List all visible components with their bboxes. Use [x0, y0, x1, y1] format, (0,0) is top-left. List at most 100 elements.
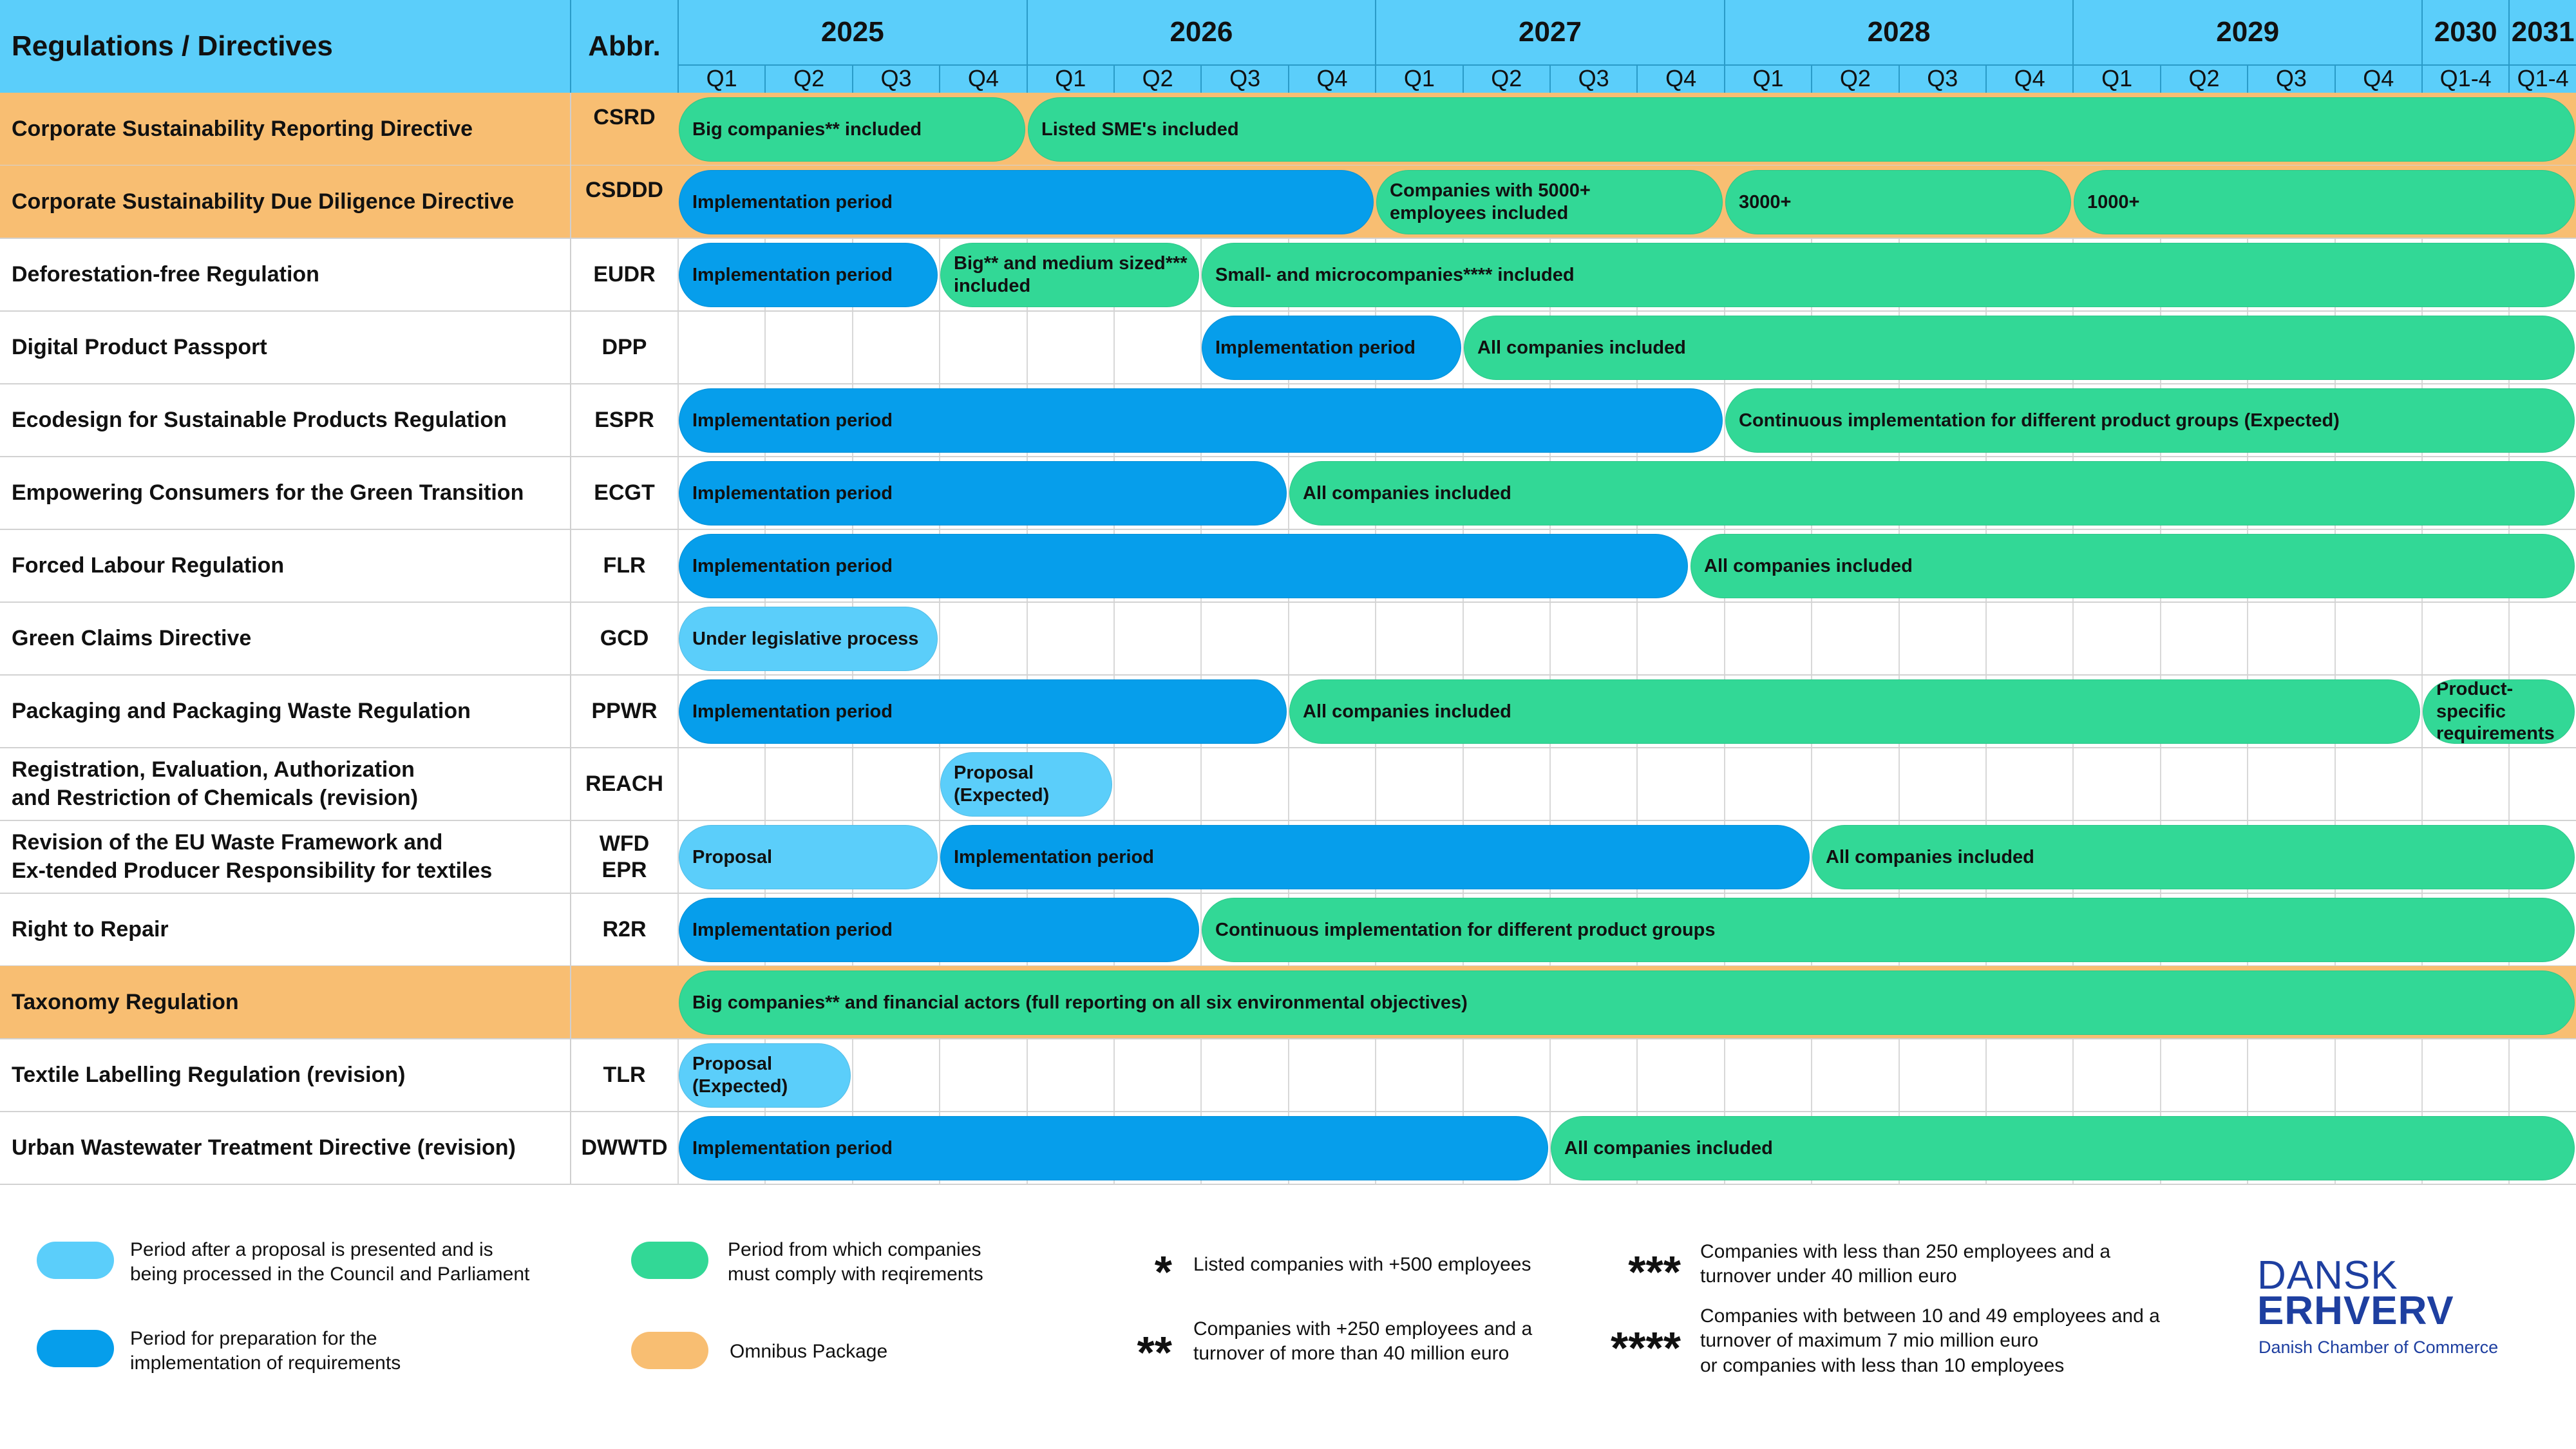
regulation-abbr: [570, 966, 677, 1039]
regulation-name: Textile Labelling Regulation (revision): [12, 1062, 406, 1087]
grid-line: [1200, 93, 1202, 1184]
bar-implementation: Implementation period: [679, 170, 1374, 234]
legend-swatch-proposal: [37, 1242, 114, 1279]
bar-comply: Big companies** included: [679, 97, 1025, 162]
grid-line: [2421, 93, 2423, 1184]
footnote-stars-3: ***: [1628, 1247, 1681, 1297]
legend-text-omnibus: Omnibus Package: [730, 1341, 888, 1362]
row-divider: [0, 310, 2576, 312]
grid-line: [1113, 93, 1115, 1184]
regulation-name: Forced Labour Regulation: [12, 553, 285, 578]
quarter-label: Q2: [1811, 64, 1898, 93]
grid-line: [2159, 93, 2161, 1184]
grid-line: [1723, 93, 1725, 1184]
regulation-abbr: DWWTD: [570, 1112, 677, 1184]
timeline-header-bg: [677, 0, 2576, 93]
bar-implementation: Implementation period: [679, 1116, 1548, 1180]
quarter-label: Q3: [2247, 64, 2334, 93]
quarter-label: Q1-4: [2421, 64, 2508, 93]
grid-line: [1287, 93, 1289, 1184]
bar-comply: All companies included: [1690, 534, 2575, 598]
regulation-name: Taxonomy Regulation: [12, 989, 239, 1014]
quarter-label: Q3: [1549, 64, 1636, 93]
grid-line: [1462, 93, 1464, 1184]
quarter-label: Q4: [1985, 64, 2072, 93]
brand-line-1: DANSK: [2257, 1253, 2398, 1298]
legend-swatch-comply: [631, 1242, 708, 1279]
row-divider: [0, 820, 2576, 821]
legend-text-implementation: Period for preparation for the implement…: [130, 1328, 401, 1374]
bar-proposal: Proposal: [679, 825, 938, 889]
bar-implementation: Implementation period: [679, 679, 1287, 744]
grid-line: [1026, 93, 1028, 1184]
quarter-label: Q2: [2159, 64, 2247, 93]
quarter-label: Q1: [1375, 64, 1462, 93]
row-divider: [0, 601, 2576, 603]
quarter-label: Q1: [2072, 64, 2159, 93]
regulation-name: Packaging and Packaging Waste Regulation: [12, 698, 471, 723]
year-label: 2031: [2508, 0, 2576, 64]
regulation-abbr: EUDR: [570, 238, 677, 311]
year-label: 2029: [2072, 0, 2421, 64]
row-divider: [0, 747, 2576, 748]
grid-line: [2334, 93, 2336, 1184]
quarter-label: Q3: [851, 64, 939, 93]
bar-proposal: Proposal (Expected): [940, 752, 1112, 817]
quarter-label: Q1-4: [2508, 64, 2576, 93]
regulation-name: Digital Product Passport: [12, 334, 267, 359]
row-divider: [0, 1038, 2576, 1039]
regulation-abbr: PPWR: [570, 675, 677, 748]
bar-comply: Big companies** and financial actors (fu…: [679, 971, 2575, 1035]
footnote-stars-2: **: [1137, 1327, 1172, 1378]
quarter-label: Q1: [677, 64, 764, 93]
quarter-label: Q3: [1200, 64, 1287, 93]
row-divider: [0, 674, 2576, 676]
year-label: 2025: [677, 0, 1027, 64]
year-label: 2028: [1723, 0, 2073, 64]
bar-implementation: Implementation period: [679, 534, 1688, 598]
row-divider: [0, 1184, 2576, 1185]
regulation-abbr: GCD: [570, 602, 677, 675]
regulation-name: Deforestation-free Regulation: [12, 261, 319, 287]
year-label: 2026: [1026, 0, 1376, 64]
row-divider: [0, 238, 2576, 239]
grid-line: [1549, 93, 1551, 1184]
footnote-stars-4: ****: [1611, 1323, 1681, 1373]
quarter-label: Q4: [2334, 64, 2421, 93]
legend-text-comply: Period from which companies must comply …: [728, 1239, 983, 1285]
year-label: 2027: [1375, 0, 1724, 64]
regulation-abbr: ESPR: [570, 384, 677, 457]
grid-line: [1375, 93, 1377, 1184]
regulation-abbr: ECGT: [570, 457, 677, 529]
row-divider: [0, 1111, 2576, 1112]
bar-proposal: Under legislative process: [679, 607, 938, 671]
column-header-regulations: Regulations / Directives: [0, 0, 570, 93]
bar-comply: Companies with 5000+ employees included: [1376, 170, 1723, 234]
bar-comply: All companies included: [1289, 679, 2420, 744]
bar-implementation: Implementation period: [679, 898, 1199, 962]
bar-implementation: Implementation period: [679, 461, 1287, 526]
footnote-text-3: Companies with less than 250 employees a…: [1700, 1241, 2111, 1287]
grid-line: [939, 93, 941, 1184]
bar-comply: All companies included: [1464, 316, 2575, 380]
regulation-abbr: TLR: [570, 1039, 677, 1112]
quarter-label: Q3: [1898, 64, 1985, 93]
quarter-label: Q2: [764, 64, 851, 93]
grid-line: [2247, 93, 2249, 1184]
grid-line: [1898, 93, 1900, 1184]
row-divider: [0, 893, 2576, 894]
regulation-abbr: CSRD: [570, 93, 677, 166]
quarter-label: Q4: [1287, 64, 1375, 93]
legend-text-proposal: Period after a proposal is presented and…: [130, 1239, 530, 1285]
grid-line: [2508, 93, 2510, 1184]
quarter-label: Q4: [939, 64, 1026, 93]
regulation-abbr: DPP: [570, 311, 677, 384]
bar-implementation: Implementation period: [679, 243, 938, 307]
bar-comply: 1000+: [2074, 170, 2575, 234]
bar-comply: Continuous implementation for different …: [1202, 898, 2575, 962]
bar-comply: Big** and medium sized*** included: [940, 243, 1199, 307]
regulation-name: Empowering Consumers for the Green Trans…: [12, 480, 524, 505]
grid-line: [677, 93, 679, 1184]
regulation-name: Corporate Sustainability Due Diligence D…: [12, 189, 515, 214]
